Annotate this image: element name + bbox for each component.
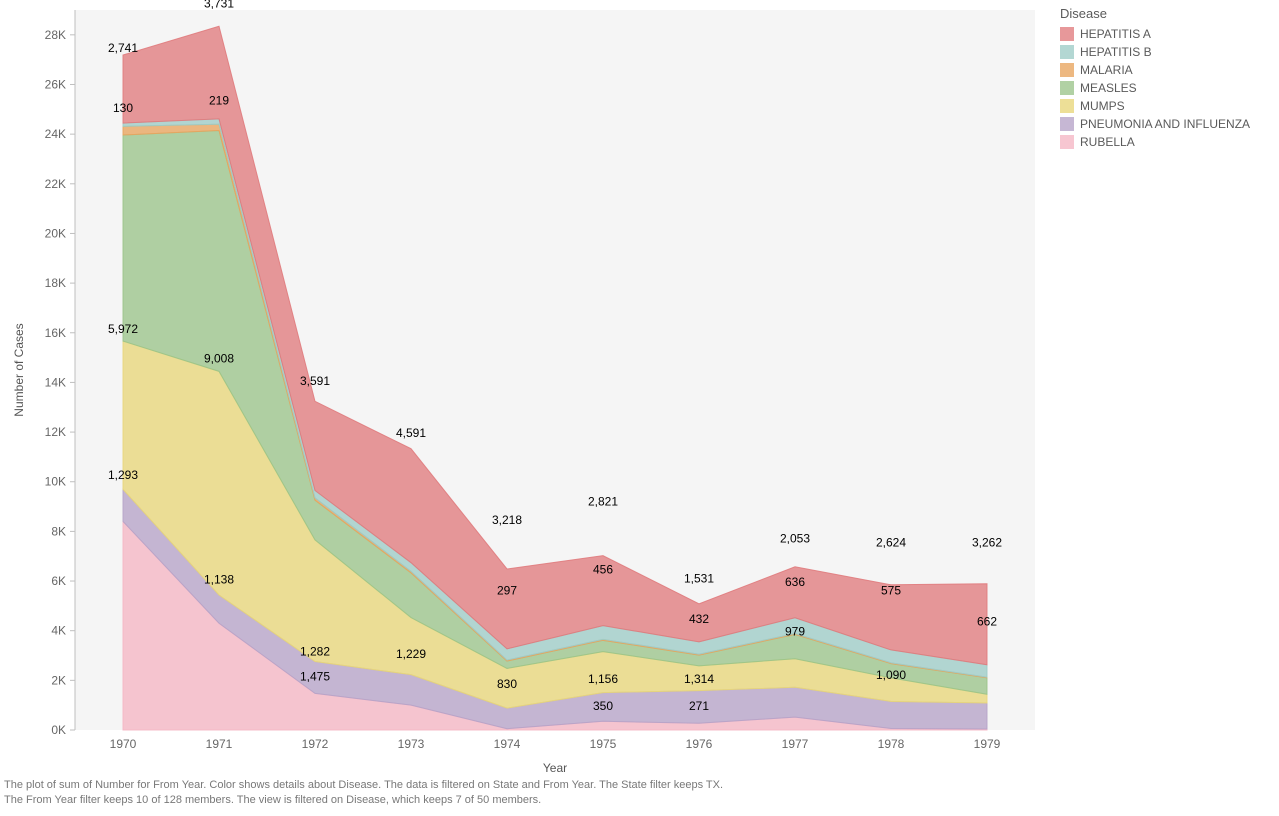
x-tick-label: 1973 (398, 737, 425, 751)
x-tick-label: 1975 (590, 737, 617, 751)
data-label: 130 (113, 101, 133, 115)
data-label: 1,138 (204, 573, 234, 587)
legend-label: HEPATITIS A (1080, 27, 1151, 41)
legend: Disease HEPATITIS A HEPATITIS B MALARIA MEA… (1060, 6, 1270, 151)
data-label: 662 (977, 615, 997, 629)
legend-label: HEPATITIS B (1080, 45, 1152, 59)
legend-label: RUBELLA (1080, 135, 1135, 149)
data-label: 9,008 (204, 352, 234, 366)
x-tick-label: 1979 (974, 737, 1001, 751)
data-label: 3,218 (492, 513, 522, 527)
data-label: 830 (497, 677, 517, 691)
legend-item[interactable]: PNEUMONIA AND INFLUENZA (1060, 115, 1270, 133)
data-label: 1,090 (876, 668, 906, 682)
legend-item[interactable]: MEASLES (1060, 79, 1270, 97)
y-tick-label: 0K (51, 723, 66, 737)
y-tick-label: 22K (45, 177, 66, 191)
y-tick-label: 10K (45, 475, 66, 489)
data-label: 2,624 (876, 535, 906, 549)
data-label: 219 (209, 93, 229, 107)
data-label: 350 (593, 699, 613, 713)
legend-item[interactable]: MUMPS (1060, 97, 1270, 115)
y-tick-label: 2K (51, 673, 66, 687)
data-label: 3,262 (972, 535, 1002, 549)
legend-swatch (1060, 99, 1074, 113)
data-label: 1,293 (108, 468, 138, 482)
legend-swatch (1060, 117, 1074, 131)
x-tick-label: 1972 (302, 737, 329, 751)
y-tick-label: 16K (45, 326, 66, 340)
x-tick-label: 1971 (206, 737, 233, 751)
legend-item[interactable]: MALARIA (1060, 61, 1270, 79)
chart-container: 0K 2K 4K 6K 8K 10K 12K 14K 16K 18K 20K 22K 24K 26K 28K… (0, 0, 1279, 816)
x-tick-label: 1977 (782, 737, 809, 751)
x-tick-label: 1974 (494, 737, 521, 751)
data-label: 3,731 (204, 0, 234, 11)
data-label: 271 (689, 699, 709, 713)
legend-label: MEASLES (1080, 81, 1137, 95)
data-label: 636 (785, 575, 805, 589)
data-label: 1,475 (300, 669, 330, 683)
data-label: 1,531 (684, 571, 714, 585)
legend-label: MALARIA (1080, 63, 1133, 77)
legend-swatch (1060, 45, 1074, 59)
legend-item[interactable]: RUBELLA (1060, 133, 1270, 151)
x-tick-label: 1970 (110, 737, 137, 751)
y-tick-label: 26K (45, 77, 66, 91)
legend-title: Disease (1060, 6, 1270, 21)
legend-swatch (1060, 63, 1074, 77)
y-tick-label: 12K (45, 425, 66, 439)
legend-item[interactable]: HEPATITIS A (1060, 25, 1270, 43)
caption-line-1: The plot of sum of Number for From Year.… (4, 778, 1264, 793)
data-label: 1,282 (300, 645, 330, 659)
y-tick-label: 18K (45, 276, 66, 290)
legend-item[interactable]: HEPATITIS B (1060, 43, 1270, 61)
caption-line-2: The From Year filter keeps 10 of 128 mem… (4, 793, 1264, 808)
data-label: 2,741 (108, 41, 138, 55)
data-label: 575 (881, 584, 901, 598)
y-tick-label: 24K (45, 127, 66, 141)
x-axis-label: Year (543, 761, 567, 775)
data-label: 3,591 (300, 374, 330, 388)
data-label: 1,156 (588, 672, 618, 686)
chart-caption: The plot of sum of Number for From Year.… (4, 778, 1264, 808)
data-label: 4,591 (396, 426, 426, 440)
legend-label: MUMPS (1080, 99, 1125, 113)
data-label: 2,053 (780, 532, 810, 546)
y-tick-label: 28K (45, 28, 66, 42)
x-tick-label: 1978 (878, 737, 905, 751)
x-tick-label: 1976 (686, 737, 713, 751)
data-label: 5,972 (108, 322, 138, 336)
legend-items: HEPATITIS A HEPATITIS B MALARIA MEASLES MUMP… (1060, 25, 1270, 151)
y-tick-label: 20K (45, 226, 66, 240)
data-label: 1,314 (684, 672, 714, 686)
legend-label: PNEUMONIA AND INFLUENZA (1080, 117, 1250, 131)
y-tick-label: 8K (51, 524, 66, 538)
legend-swatch (1060, 81, 1074, 95)
y-tick-label: 4K (51, 624, 66, 638)
data-label: 432 (689, 612, 709, 626)
legend-swatch (1060, 135, 1074, 149)
legend-swatch (1060, 27, 1074, 41)
y-tick-label: 14K (45, 375, 66, 389)
data-label: 297 (497, 584, 517, 598)
data-label: 2,821 (588, 494, 618, 508)
y-axis-label: Number of Cases (12, 323, 26, 416)
y-tick-label: 6K (51, 574, 66, 588)
data-label: 979 (785, 625, 805, 639)
data-label: 1,229 (396, 647, 426, 661)
data-label: 456 (593, 563, 613, 577)
